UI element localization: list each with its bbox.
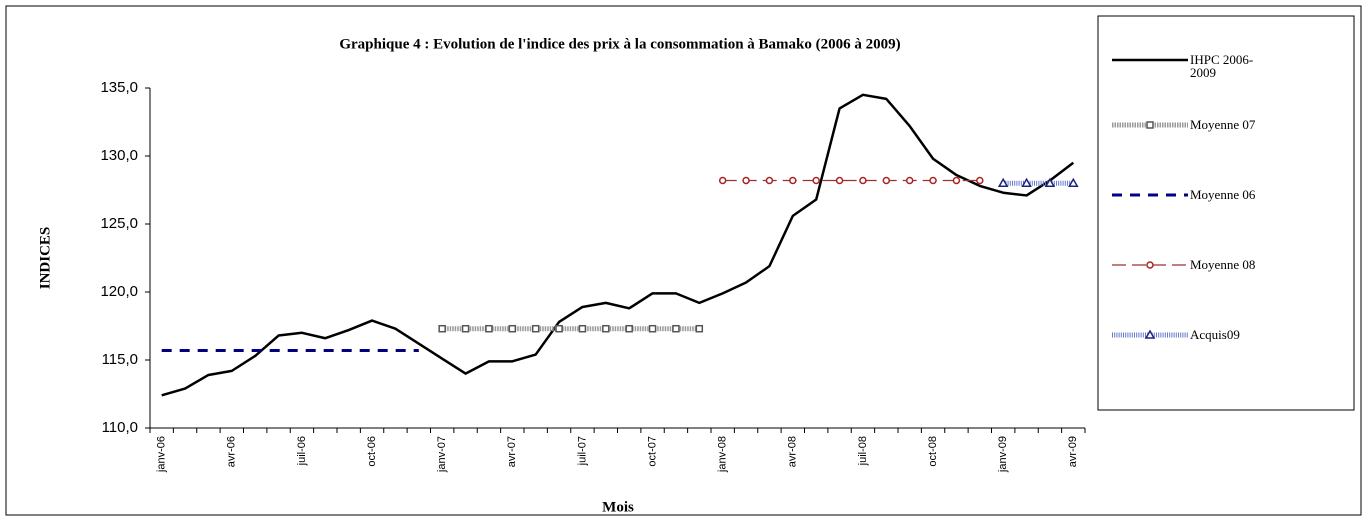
legend-frame	[1097, 15, 1355, 411]
x-tick-label: avr-06	[226, 436, 238, 467]
marker	[1021, 177, 1032, 187]
marker	[1068, 177, 1079, 187]
marker	[555, 324, 563, 333]
x-tick-label: avr-09	[1067, 436, 1079, 467]
legend-label: IHPC 2006-2009	[1190, 52, 1254, 80]
x-tick-label: oct-06	[366, 436, 378, 467]
legend-marker	[1146, 121, 1154, 129]
x-tick-label: avr-07	[506, 436, 518, 467]
x-tick-label: janv-07	[436, 436, 448, 473]
y-tick-label: 120,0	[100, 283, 138, 300]
marker	[812, 176, 820, 185]
marker	[461, 324, 470, 333]
marker	[1044, 177, 1056, 187]
legend-marker	[1146, 261, 1154, 269]
marker	[485, 324, 493, 333]
marker	[952, 176, 961, 185]
marker	[997, 177, 1009, 187]
x-tick-label: juil-07	[576, 436, 588, 466]
legend-label: Moyenne 07	[1190, 117, 1256, 132]
x-tick-label: avr-08	[787, 436, 799, 467]
marker	[672, 324, 680, 333]
marker	[718, 176, 727, 185]
x-tick-label: oct-07	[646, 436, 658, 467]
marker	[765, 176, 774, 185]
series-line	[161, 93, 1075, 397]
chart-frame	[5, 5, 1362, 516]
marker	[602, 324, 610, 333]
y-tick-label: 125,0	[100, 215, 138, 232]
marker	[578, 324, 587, 333]
marker	[882, 176, 891, 185]
x-tick-label: juil-06	[296, 436, 308, 466]
y-tick-label: 135,0	[100, 79, 138, 96]
marker	[859, 176, 867, 185]
x-tick-label: janv-09	[997, 436, 1009, 473]
marker	[929, 176, 937, 185]
marker	[789, 176, 797, 185]
x-tick-label: juil-08	[857, 436, 869, 466]
marker	[976, 176, 984, 185]
marker	[905, 176, 914, 185]
y-tick-label: 110,0	[102, 419, 138, 436]
chart-title: Graphique 4 : Evolution de l'indice des …	[339, 36, 900, 52]
x-tick-label: janv-08	[717, 436, 729, 473]
marker	[508, 324, 517, 333]
marker	[438, 324, 446, 333]
x-axis-label: Mois	[602, 499, 634, 515]
legend-label: Moyenne 08	[1190, 257, 1256, 272]
x-tick-label: oct-08	[927, 436, 939, 467]
x-tick-label: janv-06	[156, 436, 168, 473]
y-tick-label: 115,0	[102, 351, 138, 368]
legend-label: Acquis09	[1190, 327, 1240, 342]
legend-marker	[1144, 329, 1156, 339]
marker	[742, 176, 750, 185]
legend-label: Moyenne 06	[1190, 187, 1256, 202]
marker	[531, 324, 540, 333]
y-tick-label: 130,0	[100, 147, 138, 164]
y-axis-label: INDICES	[37, 227, 53, 290]
marker	[648, 324, 657, 333]
marker	[835, 176, 844, 185]
marker	[625, 324, 633, 333]
marker	[695, 324, 704, 333]
